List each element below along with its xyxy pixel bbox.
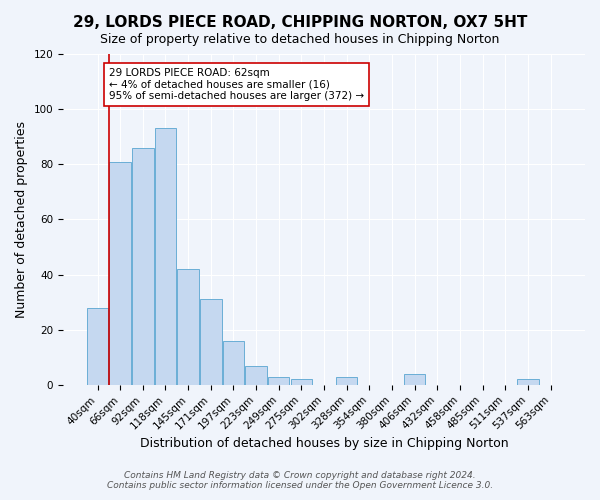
Bar <box>132 148 154 385</box>
Bar <box>268 376 289 385</box>
Bar <box>200 300 221 385</box>
Bar <box>87 308 108 385</box>
Bar <box>109 162 131 385</box>
Text: Contains HM Land Registry data © Crown copyright and database right 2024.
Contai: Contains HM Land Registry data © Crown c… <box>107 470 493 490</box>
Y-axis label: Number of detached properties: Number of detached properties <box>15 121 28 318</box>
Bar <box>178 269 199 385</box>
Bar <box>245 366 267 385</box>
Text: Size of property relative to detached houses in Chipping Norton: Size of property relative to detached ho… <box>100 32 500 46</box>
Bar <box>336 376 358 385</box>
Bar <box>223 340 244 385</box>
Text: 29, LORDS PIECE ROAD, CHIPPING NORTON, OX7 5HT: 29, LORDS PIECE ROAD, CHIPPING NORTON, O… <box>73 15 527 30</box>
Bar <box>404 374 425 385</box>
X-axis label: Distribution of detached houses by size in Chipping Norton: Distribution of detached houses by size … <box>140 437 508 450</box>
Bar <box>517 380 539 385</box>
Bar <box>155 128 176 385</box>
Text: 29 LORDS PIECE ROAD: 62sqm
← 4% of detached houses are smaller (16)
95% of semi-: 29 LORDS PIECE ROAD: 62sqm ← 4% of detac… <box>109 68 364 101</box>
Bar <box>290 380 312 385</box>
